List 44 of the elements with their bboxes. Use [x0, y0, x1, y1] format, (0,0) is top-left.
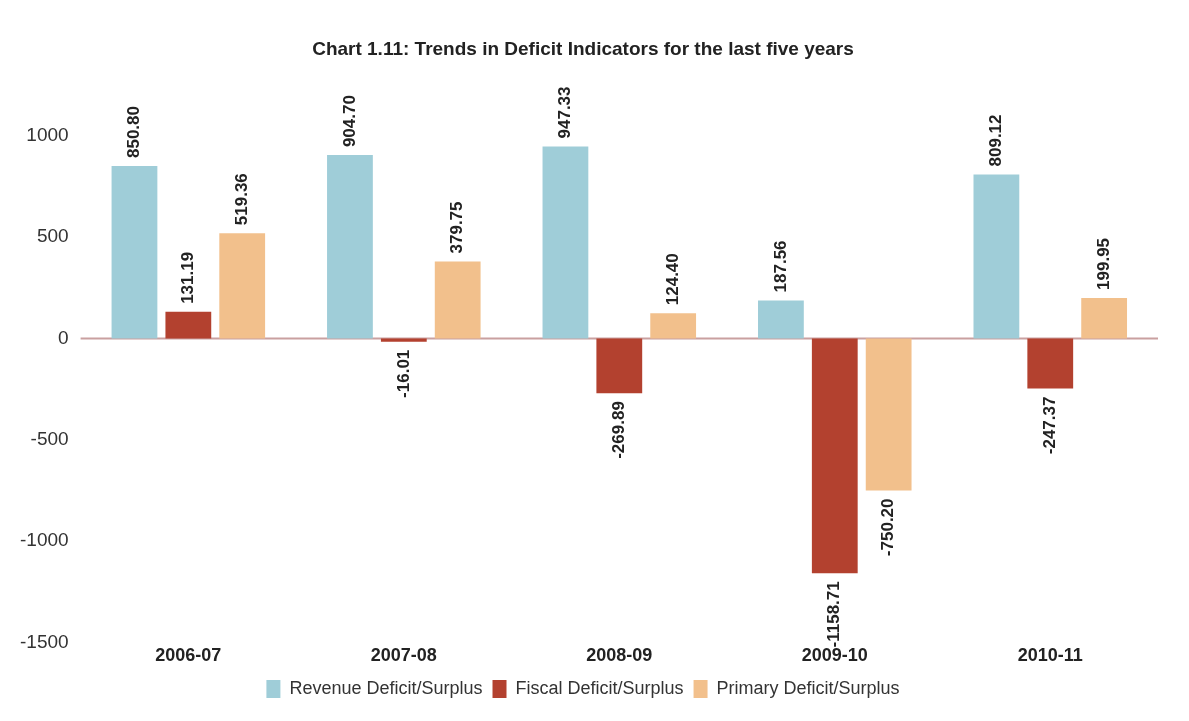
bar — [811, 338, 858, 574]
bar — [1027, 338, 1074, 389]
bar — [327, 155, 373, 339]
data-label: 199.95 — [1093, 237, 1113, 290]
bar — [650, 313, 697, 339]
bar — [434, 261, 481, 339]
legend-label: Revenue Deficit/Surplus — [289, 677, 483, 698]
data-label: -750.20 — [878, 498, 898, 557]
bar — [219, 233, 266, 339]
y-tick-label: 0 — [58, 326, 69, 348]
chart-title: Chart 1.11: Trends in Deficit Indicators for the last five years — [312, 37, 854, 59]
data-label: 850.80 — [124, 106, 144, 159]
data-label: -269.89 — [608, 401, 628, 459]
y-tick-label: -500 — [30, 427, 69, 449]
data-label: -1158.71 — [824, 581, 844, 648]
data-label: 187.56 — [770, 240, 790, 293]
x-tick-label: 2006-07 — [155, 645, 222, 666]
bar — [542, 146, 589, 339]
data-label: 379.75 — [447, 201, 467, 254]
x-tick-label: 2010-11 — [1017, 645, 1083, 666]
bar — [111, 166, 158, 339]
x-tick-label: 2008-09 — [586, 645, 653, 666]
bar — [596, 338, 643, 394]
data-label: -16.01 — [393, 349, 413, 398]
x-tick-label: 2007-08 — [370, 645, 437, 666]
bar — [1081, 297, 1128, 339]
legend-label: Fiscal Deficit/Surplus — [515, 677, 684, 698]
data-label: 131.19 — [178, 251, 198, 304]
data-label: 124.40 — [662, 253, 682, 306]
data-label: 519.36 — [231, 173, 251, 226]
data-label: 809.12 — [986, 114, 1006, 167]
bar — [973, 174, 1020, 339]
data-label: 904.70 — [339, 95, 359, 148]
bar — [165, 311, 212, 339]
data-label: -247.37 — [1039, 396, 1059, 455]
bar — [865, 338, 912, 491]
legend-label: Primary Deficit/Surplus — [716, 677, 900, 698]
y-tick-label: 500 — [36, 225, 69, 247]
y-tick-label: 1000 — [26, 124, 69, 146]
y-tick-label: -1000 — [19, 529, 69, 551]
bar — [380, 338, 427, 342]
y-tick-label: -1500 — [19, 630, 69, 652]
data-label: 947.33 — [555, 86, 575, 139]
bar — [758, 300, 804, 339]
